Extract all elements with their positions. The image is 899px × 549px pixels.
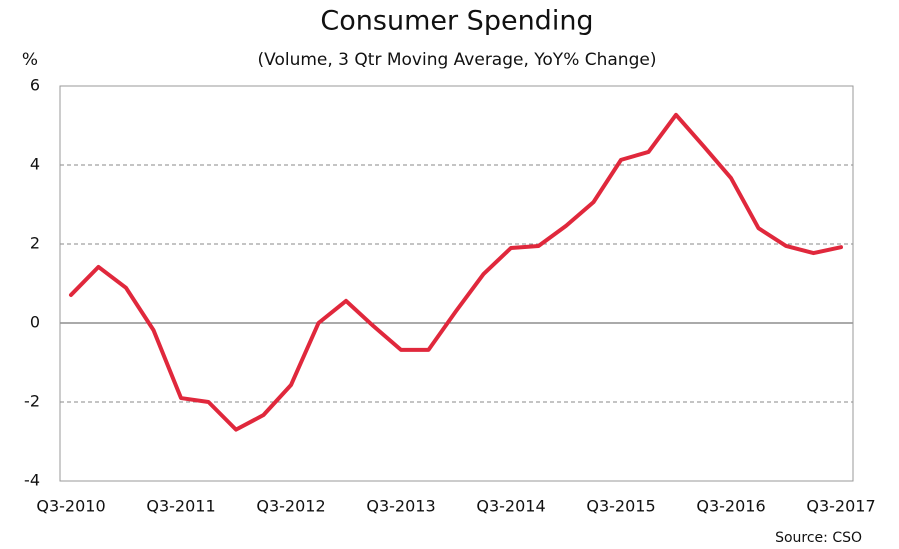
x-tick-label: Q3-2017	[806, 497, 875, 516]
y-tick-label: 2	[30, 234, 40, 253]
x-tick-label: Q3-2014	[476, 497, 545, 516]
x-tick-label: Q3-2011	[146, 497, 215, 516]
x-tick-label: Q3-2013	[366, 497, 435, 516]
y-axis-label: %	[22, 50, 38, 70]
data-line	[69, 112, 843, 432]
chart-subtitle: (Volume, 3 Qtr Moving Average, YoY% Chan…	[258, 50, 657, 70]
y-tick-label: 6	[30, 76, 40, 95]
chart-title: Consumer Spending	[320, 6, 593, 37]
x-tick-label: Q3-2015	[586, 497, 655, 516]
plot-frame	[59, 85, 854, 482]
y-tick-label: 4	[30, 155, 40, 174]
x-tick-label: Q3-2016	[696, 497, 765, 516]
source-note: Source: CSO	[775, 530, 862, 546]
y-tick-label: -4	[24, 471, 40, 490]
y-tick-label: 0	[30, 313, 40, 332]
y-tick-label: -2	[24, 392, 40, 411]
x-tick-label: Q3-2012	[256, 497, 325, 516]
x-tick-label: Q3-2010	[36, 497, 105, 516]
